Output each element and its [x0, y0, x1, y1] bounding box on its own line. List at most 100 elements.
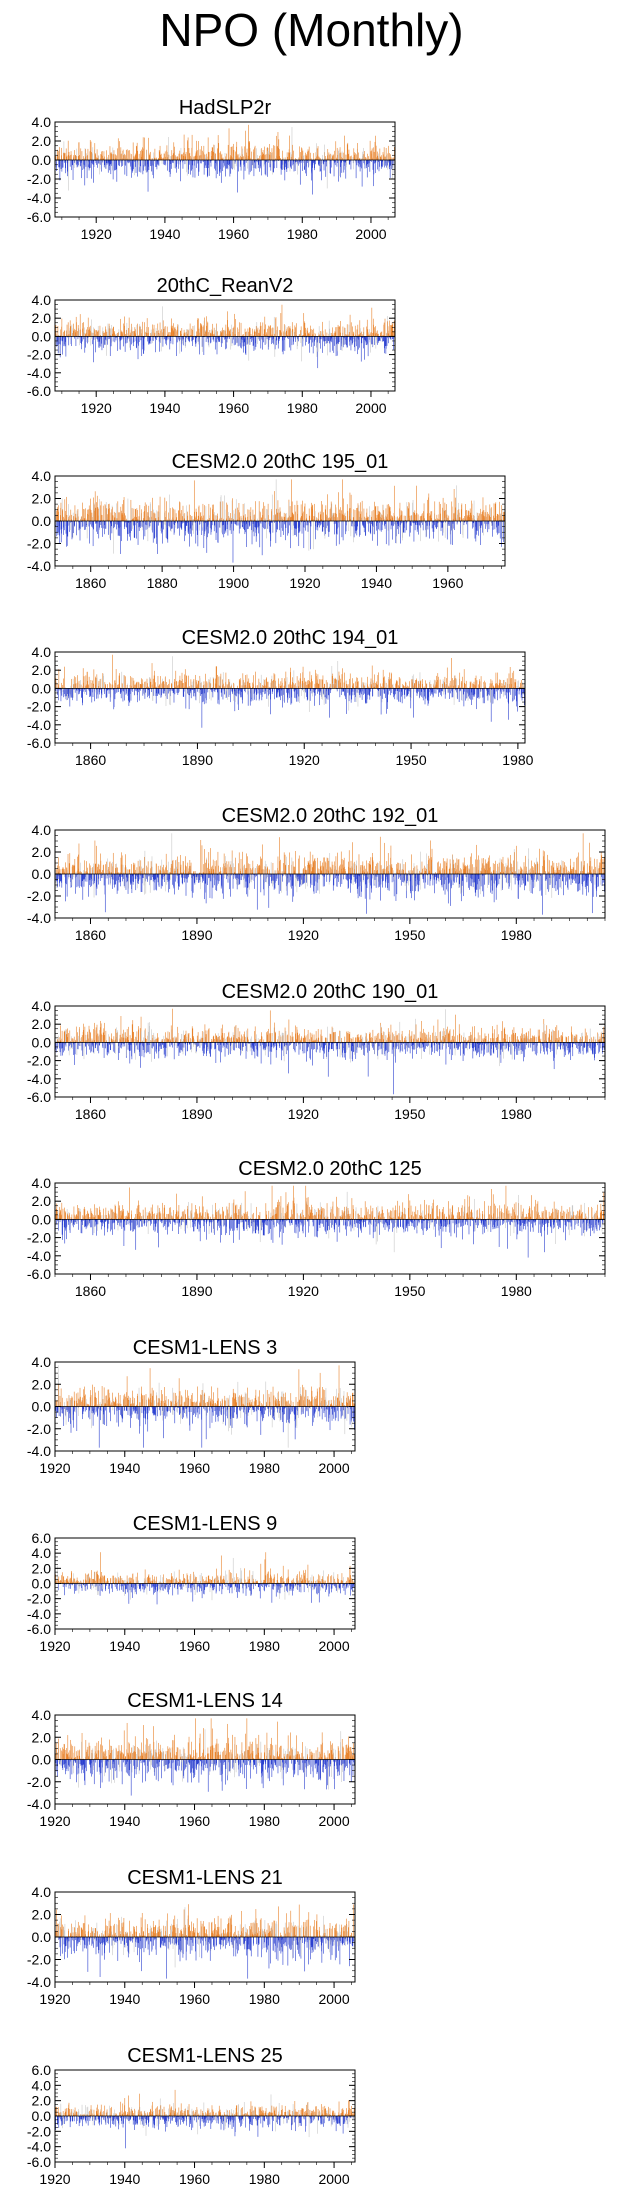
bar: [355, 521, 356, 534]
bar: [380, 160, 381, 162]
bar: [244, 682, 246, 689]
bar: [233, 683, 235, 689]
bar: [215, 521, 217, 540]
bar: [162, 157, 164, 160]
bar: [133, 508, 135, 521]
bar: [127, 328, 129, 337]
bar: [148, 505, 150, 521]
bar: [278, 678, 279, 689]
bar: [275, 680, 276, 689]
bar: [154, 682, 156, 689]
bar: [57, 684, 59, 689]
bar: [97, 336, 98, 340]
bar: [179, 679, 180, 689]
bar: [289, 688, 290, 699]
bar: [107, 688, 109, 691]
bar: [182, 154, 183, 160]
bar: [138, 688, 139, 693]
bar: [214, 515, 216, 521]
bar: [354, 158, 356, 160]
bar: [248, 336, 250, 361]
bar: [117, 333, 118, 337]
bar: [85, 508, 86, 521]
bar: [334, 150, 335, 160]
bar: [374, 506, 376, 521]
bar: [260, 683, 261, 689]
bar: [452, 521, 454, 524]
bar: [100, 501, 102, 521]
bar: [88, 160, 89, 165]
bar: [291, 688, 293, 704]
bar: [307, 327, 309, 337]
y-tick-label: 4.0: [32, 114, 52, 130]
bar: [267, 336, 269, 350]
bar: [315, 521, 316, 540]
bar: [390, 511, 391, 521]
bar: [227, 144, 229, 160]
bar: [356, 521, 358, 530]
bar: [282, 521, 284, 535]
bar: [190, 688, 192, 699]
bar: [244, 688, 246, 693]
bar: [298, 521, 300, 547]
bar: [216, 336, 218, 339]
bar: [116, 160, 118, 182]
bar: [314, 511, 316, 521]
bar: [440, 503, 441, 521]
bar: [270, 688, 271, 715]
bar: [200, 157, 201, 160]
bar: [361, 336, 363, 344]
bar: [70, 685, 72, 689]
bar: [224, 686, 226, 689]
bar: [73, 688, 75, 690]
bar: [306, 521, 308, 526]
bar: [371, 336, 372, 345]
bar: [151, 663, 153, 689]
bar: [417, 521, 418, 530]
bar: [215, 336, 217, 343]
bar: [261, 521, 263, 556]
bar: [178, 688, 180, 692]
bar: [327, 521, 329, 531]
bar: [124, 521, 126, 527]
bar: [192, 680, 194, 689]
bar: [436, 514, 438, 521]
bar: [180, 160, 181, 182]
bar: [214, 333, 215, 337]
bar: [169, 688, 171, 692]
bar: [110, 521, 112, 527]
bar: [314, 160, 315, 169]
bar: [153, 324, 155, 337]
bar: [232, 328, 234, 337]
bar: [410, 521, 411, 533]
bar: [77, 160, 79, 167]
bar: [129, 521, 131, 533]
bar: [314, 160, 316, 162]
bar: [243, 521, 245, 531]
bar: [81, 336, 82, 344]
bar: [103, 332, 105, 337]
bar: [238, 521, 239, 523]
bar: [130, 507, 132, 521]
bar: [270, 151, 271, 160]
bar: [280, 511, 281, 521]
bar: [375, 517, 377, 521]
bar: [173, 160, 175, 169]
bar: [101, 151, 103, 160]
bar: [327, 336, 329, 341]
bar: [442, 497, 444, 521]
bar: [377, 506, 379, 521]
bar: [111, 336, 112, 343]
bar: [376, 151, 378, 160]
bar: [262, 336, 263, 350]
bar: [214, 336, 216, 350]
bar: [437, 519, 439, 521]
bar: [174, 521, 176, 524]
bar: [197, 318, 199, 337]
bar: [419, 516, 421, 521]
bar: [188, 336, 189, 341]
bar: [271, 494, 273, 521]
bar: [249, 160, 251, 173]
bar: [115, 157, 117, 160]
